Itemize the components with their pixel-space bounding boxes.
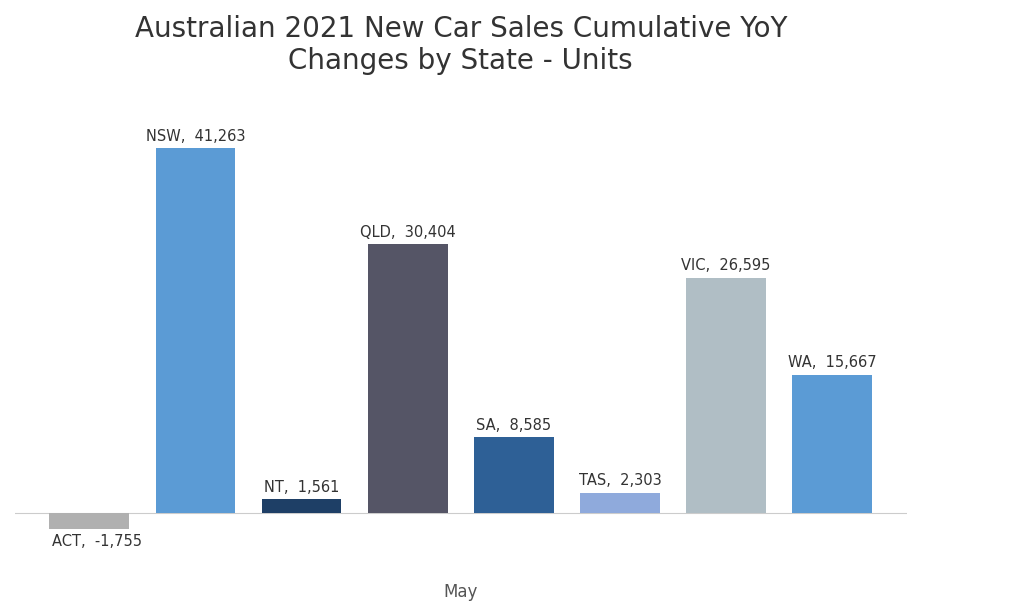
Text: QLD,  30,404: QLD, 30,404	[359, 225, 456, 240]
Bar	[262, 500, 341, 513]
Text: ACT,  -1,755: ACT, -1,755	[52, 534, 142, 549]
Bar	[793, 375, 872, 513]
Text: WA,  15,667: WA, 15,667	[788, 355, 877, 370]
Bar	[368, 244, 447, 513]
Title: Australian 2021 New Car Sales Cumulative YoY
Changes by State - Units: Australian 2021 New Car Sales Cumulative…	[134, 15, 787, 75]
Bar	[581, 493, 659, 513]
Text: NT,  1,561: NT, 1,561	[264, 480, 339, 495]
X-axis label: May: May	[443, 583, 478, 601]
Text: SA,  8,585: SA, 8,585	[476, 418, 552, 433]
Text: NSW,  41,263: NSW, 41,263	[145, 129, 245, 144]
Bar	[474, 437, 554, 513]
Bar	[49, 513, 129, 529]
Text: TAS,  2,303: TAS, 2,303	[579, 474, 662, 488]
Text: VIC,  26,595: VIC, 26,595	[681, 258, 771, 274]
Bar	[156, 148, 236, 513]
Bar	[686, 278, 766, 513]
